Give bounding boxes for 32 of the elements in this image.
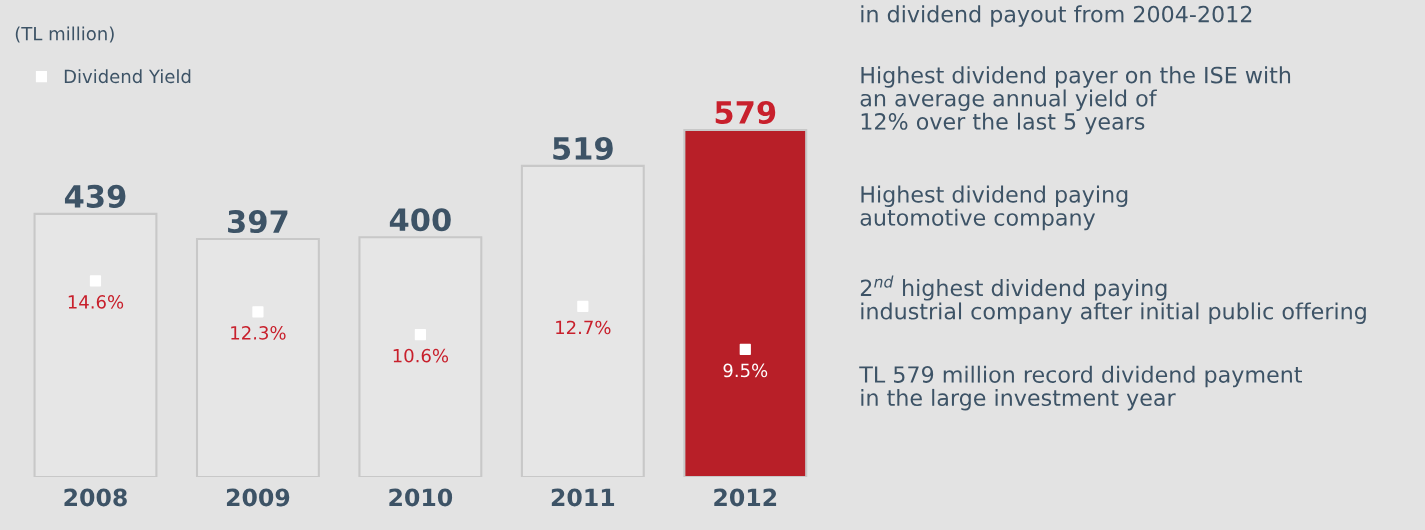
data-label: 9.5%: [723, 363, 768, 378]
data-label: 439: [64, 184, 126, 208]
bar: [358, 236, 483, 477]
text: TL 579 million record dividend payment in the large investment year: [859, 365, 1302, 411]
point: [89, 275, 102, 287]
text: in dividend payout from 2004-2012: [861, 5, 1252, 27]
x-tick-label: 2010: [389, 488, 453, 507]
x-tick-label: 2011: [551, 488, 615, 507]
data-label: 397: [228, 209, 288, 234]
x-tick-label: 2008: [64, 488, 127, 507]
text: Highest dividend payer on the ISE with an average annual yield of 12% over the last 5 years: [860, 66, 1291, 135]
bar: [683, 128, 808, 477]
data-label: 519: [553, 136, 613, 160]
x-tick-label: 2012: [714, 488, 777, 507]
data-label: 12.3%: [231, 326, 286, 340]
legend-label: Dividend Yield: [64, 69, 191, 84]
point: [252, 306, 264, 318]
point: [739, 343, 751, 356]
text: Highest dividend paying automotive company: [860, 185, 1128, 231]
text: 2$^{nd}$ highest dividend paying industrial company after initial public offering: [860, 275, 1366, 324]
chart-subtitle: (TL million): [15, 26, 114, 43]
point: [577, 300, 589, 313]
data-label: 14.6%: [68, 295, 124, 309]
data-label: 579: [715, 100, 776, 124]
data-label: 12.7%: [556, 320, 611, 335]
bar: [33, 212, 158, 477]
data-label: 10.6%: [393, 348, 449, 363]
bar: [195, 237, 320, 477]
x-tick-label: 2009: [226, 488, 290, 507]
point: [414, 329, 426, 341]
bar: [520, 164, 645, 477]
data-label: 400: [389, 208, 451, 232]
